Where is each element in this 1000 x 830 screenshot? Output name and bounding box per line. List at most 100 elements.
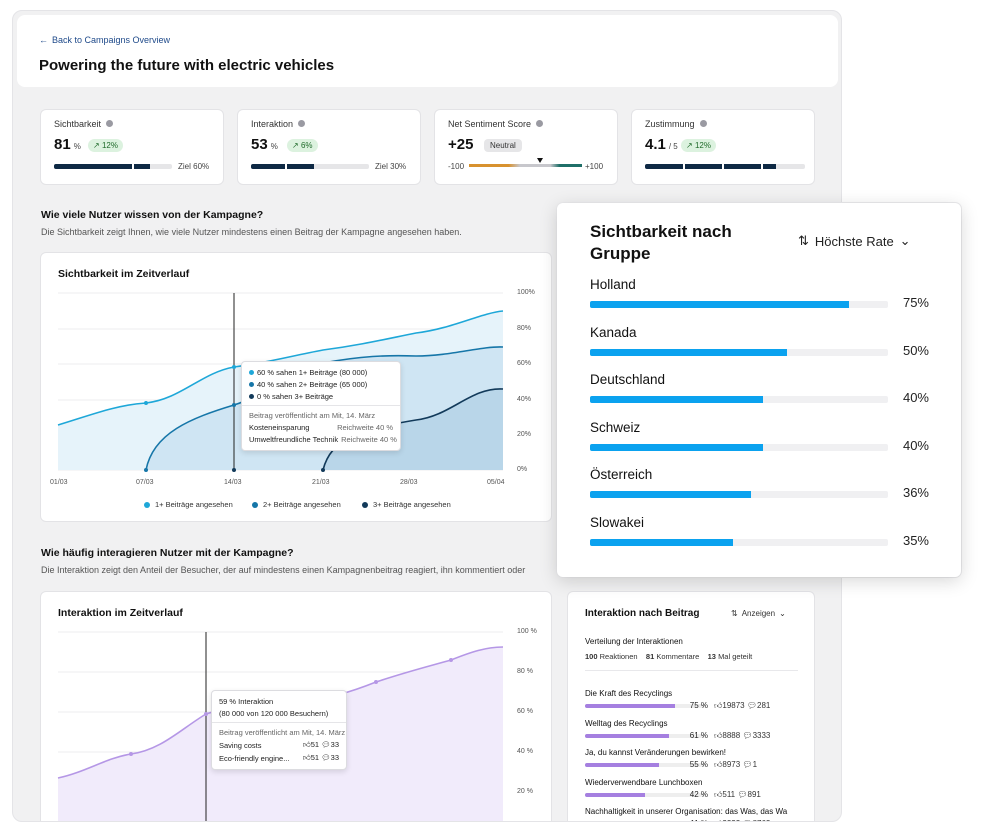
comments-count: 81 <box>645 652 655 661</box>
sort-label: Anzeigen <box>741 609 776 618</box>
thumbs-up-icon: 👍︎ <box>714 701 723 710</box>
post-likes: 511 <box>722 789 736 799</box>
group-bar <box>590 539 888 546</box>
group-pct: 40% <box>902 437 929 453</box>
tooltip-reach: Reichweite 40 % <box>337 423 393 432</box>
comment-icon: 💬︎ <box>742 730 753 740</box>
reactions-count: 100 <box>585 652 598 661</box>
post-bar <box>585 763 705 767</box>
group-bar-fill <box>590 491 751 499</box>
info-icon[interactable] <box>699 120 707 127</box>
tooltip-line: 60 % sahen 1+ Beiträge (80 000) <box>257 368 368 377</box>
trend-badge-value: 12% <box>694 141 711 150</box>
x-tick-label: 21/03 <box>312 479 330 486</box>
post-bar-fill <box>585 704 675 708</box>
kpi-label: Net Sentiment Score <box>448 119 532 129</box>
kpi-card-interaction: Interaktion 53% ↗ 6% Ziel 30% <box>237 109 421 185</box>
post-title: Die Kraft des Recyclings <box>585 689 673 698</box>
chart-tooltip: 59 % Interaktion (80 000 von 120 000 Bes… <box>211 690 347 770</box>
tooltip-line: (80 000 von 120 000 Besuchern) <box>219 709 329 718</box>
comment-icon: 💬︎ <box>742 760 753 769</box>
x-tick-label: 05/04 <box>487 479 505 486</box>
info-icon[interactable] <box>106 120 114 127</box>
sort-icon: ⇅ <box>798 233 809 248</box>
post-bar-fill <box>585 763 660 767</box>
post-likes: 8973 <box>722 760 741 769</box>
trend-up-icon: ↗ <box>93 141 102 150</box>
reactions-label: Reaktionen <box>599 652 638 661</box>
y-tick-label: 20% <box>517 431 532 438</box>
bar-separator <box>761 164 763 169</box>
interaction-chart-card: Interaktion im Zeitverlauf 100 % 80 % 60… <box>40 591 552 821</box>
group-label: Kanada <box>590 324 637 340</box>
tooltip-line: 59 % Interaktion <box>219 697 274 706</box>
data-point <box>232 365 236 369</box>
distribution-label: Verteilung der Interaktionen <box>585 637 683 646</box>
kpi-unit: / 5 <box>668 142 678 151</box>
group-pct: 75% <box>902 295 929 310</box>
comment-icon: 💬︎ <box>321 740 331 749</box>
group-pct: 35% <box>902 533 929 548</box>
post-title: Wiederverwendbare Lunchboxen <box>585 777 703 787</box>
post-pct: 11 % <box>686 819 708 821</box>
group-pct: 40% <box>902 390 929 406</box>
kpi-value: +25 <box>448 136 474 153</box>
tooltip-likes: 51 <box>310 753 320 762</box>
group-pct: 50% <box>902 342 929 358</box>
trend-badge-value: 12% <box>101 141 118 150</box>
tooltip-post: Eco-friendly engine... <box>219 753 290 763</box>
page-header: ← Back to Campaigns Overview Powering the… <box>17 15 838 87</box>
tooltip-dot <box>249 382 254 387</box>
data-point <box>321 468 325 472</box>
y-tick-label: 60 % <box>517 708 533 715</box>
data-point <box>129 752 133 756</box>
group-visibility-panel: Sichtbarkeit nach Gruppe ⇅ Höchste Rate ⌄ … <box>557 203 961 577</box>
post-likes: 19873 <box>722 701 745 710</box>
back-link[interactable]: ← Back to Campaigns Overview <box>39 35 170 45</box>
legend-item-series3[interactable]: 3+ Beiträge angesehen <box>362 500 451 509</box>
y-tick-label: 80% <box>517 325 532 332</box>
post-bar <box>585 704 705 708</box>
kpi-goal: Ziel 30% <box>375 162 407 171</box>
comment-icon: 💬︎ <box>737 789 748 799</box>
legend-item-series1[interactable]: 1+ Beiträge angesehen <box>144 500 233 509</box>
bar-separator <box>285 164 287 169</box>
info-icon[interactable] <box>298 120 306 127</box>
distribution-stats: 100 Reaktionen 81 Kommentare 13 Mal gete… <box>585 652 752 661</box>
info-icon[interactable] <box>536 120 544 127</box>
thumbs-up-icon: 👍︎ <box>714 789 723 799</box>
tooltip-line: 40 % sahen 2+ Beiträge (65 000) <box>257 380 368 389</box>
chevron-down-icon: ⌄ <box>779 609 786 618</box>
sentiment-min: -100 <box>448 162 465 171</box>
x-tick-label: 07/03 <box>136 479 154 486</box>
legend-item-series2[interactable]: 2+ Beiträge angesehen <box>252 500 341 509</box>
tooltip-post: Saving costs <box>219 740 262 750</box>
tooltip-published: Beitrag veröffentlicht am Mit, 14. März <box>249 411 376 420</box>
sort-dropdown[interactable]: ⇅ Höchste Rate ⌄ <box>798 233 911 249</box>
x-tick-label: 28/03 <box>400 479 418 486</box>
kpi-card-approval: Zustimmung 4.1/ 5 ↗ 12% <box>631 109 815 185</box>
group-label: Deutschland <box>590 372 666 388</box>
data-point <box>204 712 208 716</box>
kpi-progress-fill <box>54 164 150 169</box>
post-pct: 42 % <box>689 789 708 799</box>
group-label: Slowakei <box>590 515 645 530</box>
page-title: Powering the future with electric vehicl… <box>39 57 335 74</box>
post-title: Welltag des Recyclings <box>585 718 668 728</box>
group-bar-fill <box>590 396 763 404</box>
chart-tooltip: 60 % sahen 1+ Beiträge (80 000) 40 % sah… <box>241 361 401 451</box>
y-tick-label: 80 % <box>517 668 533 675</box>
trend-badge-value: 6% <box>300 141 313 150</box>
post-likes: 2222 <box>722 819 740 821</box>
section-desc-visibility: Die Sichtbarkeit zeigt Ihnen, wie viele … <box>41 227 462 237</box>
data-point <box>374 680 378 684</box>
sort-dropdown[interactable]: ⇅ Anzeigen ⌄ <box>731 609 786 618</box>
kpi-progress-fill <box>251 164 314 169</box>
tooltip-reach: Reichweite 40 % <box>341 435 397 444</box>
x-tick-label: 14/03 <box>224 479 242 486</box>
chart-title: Interaktion im Zeitverlauf <box>58 607 183 619</box>
kpi-unit: % <box>270 142 278 151</box>
legend-dot <box>362 501 368 508</box>
sentiment-badge: Neutral <box>484 139 522 152</box>
data-point <box>449 658 453 662</box>
